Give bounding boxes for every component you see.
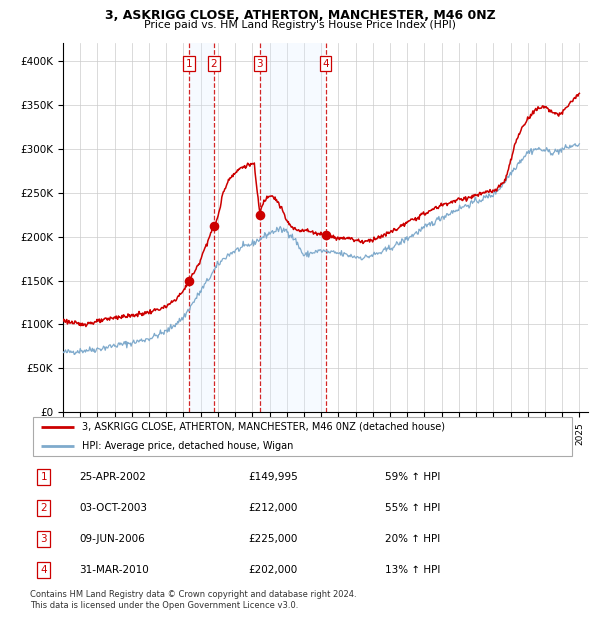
Point bbox=[184, 276, 194, 286]
Bar bbox=[189, 43, 214, 412]
Text: £212,000: £212,000 bbox=[248, 503, 298, 513]
Text: Contains HM Land Registry data © Crown copyright and database right 2024.: Contains HM Land Registry data © Crown c… bbox=[30, 590, 356, 600]
Text: 3: 3 bbox=[257, 59, 263, 69]
Text: 25-APR-2002: 25-APR-2002 bbox=[79, 472, 146, 482]
Point bbox=[320, 230, 330, 240]
Text: £225,000: £225,000 bbox=[248, 534, 298, 544]
Text: 4: 4 bbox=[322, 59, 329, 69]
Text: 1: 1 bbox=[185, 59, 193, 69]
Text: 59% ↑ HPI: 59% ↑ HPI bbox=[385, 472, 440, 482]
FancyBboxPatch shape bbox=[33, 417, 572, 456]
Text: 09-JUN-2006: 09-JUN-2006 bbox=[79, 534, 145, 544]
Text: 3, ASKRIGG CLOSE, ATHERTON, MANCHESTER, M46 0NZ (detached house): 3, ASKRIGG CLOSE, ATHERTON, MANCHESTER, … bbox=[82, 422, 445, 432]
Text: 3: 3 bbox=[40, 534, 47, 544]
Text: HPI: Average price, detached house, Wigan: HPI: Average price, detached house, Wiga… bbox=[82, 441, 293, 451]
Text: 13% ↑ HPI: 13% ↑ HPI bbox=[385, 565, 440, 575]
Text: 1: 1 bbox=[40, 472, 47, 482]
Text: 31-MAR-2010: 31-MAR-2010 bbox=[79, 565, 149, 575]
Text: 55% ↑ HPI: 55% ↑ HPI bbox=[385, 503, 440, 513]
Point bbox=[255, 210, 265, 219]
Text: £149,995: £149,995 bbox=[248, 472, 298, 482]
Text: 20% ↑ HPI: 20% ↑ HPI bbox=[385, 534, 440, 544]
Text: 03-OCT-2003: 03-OCT-2003 bbox=[79, 503, 147, 513]
Text: Price paid vs. HM Land Registry's House Price Index (HPI): Price paid vs. HM Land Registry's House … bbox=[144, 20, 456, 30]
Text: 2: 2 bbox=[211, 59, 217, 69]
Bar bbox=[260, 43, 325, 412]
Text: 4: 4 bbox=[40, 565, 47, 575]
Point bbox=[209, 221, 218, 231]
Text: £202,000: £202,000 bbox=[248, 565, 298, 575]
Text: 3, ASKRIGG CLOSE, ATHERTON, MANCHESTER, M46 0NZ: 3, ASKRIGG CLOSE, ATHERTON, MANCHESTER, … bbox=[104, 9, 496, 22]
Text: 2: 2 bbox=[40, 503, 47, 513]
Text: This data is licensed under the Open Government Licence v3.0.: This data is licensed under the Open Gov… bbox=[30, 601, 298, 611]
